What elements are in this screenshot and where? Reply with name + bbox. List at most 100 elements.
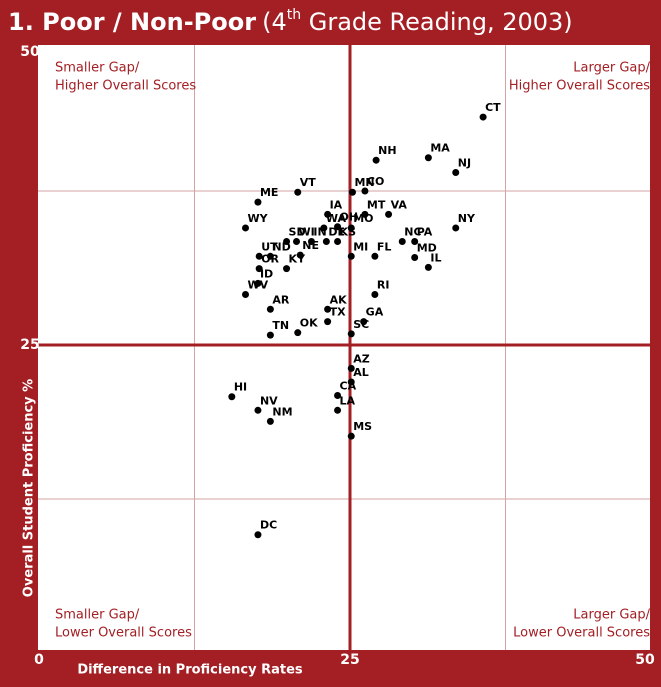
point-label: ND (272, 240, 290, 253)
point-label: NV (260, 394, 278, 407)
point-label: IN (313, 226, 326, 239)
point-label: MD (417, 242, 437, 255)
title-sup: th (287, 7, 301, 23)
point-label: NC (404, 226, 421, 239)
point (411, 238, 419, 246)
point-label: WY (248, 212, 269, 225)
point-label: CO (367, 175, 384, 188)
point (424, 263, 432, 271)
title-bold: 1. Poor / Non-Poor (8, 8, 256, 36)
point-label: IA (330, 198, 343, 211)
point-label: SC (353, 318, 369, 331)
point (372, 156, 380, 164)
point (266, 252, 274, 260)
point (334, 223, 342, 231)
point-label: ME (260, 186, 278, 199)
point-label: TN (272, 319, 289, 332)
point-label: GA (366, 306, 384, 319)
point (360, 318, 368, 326)
point (347, 364, 355, 372)
point-label: AR (272, 293, 290, 306)
point-label: DC (260, 519, 277, 532)
point-label: AK (330, 293, 348, 306)
point (347, 378, 355, 386)
point-label: MO (353, 212, 373, 225)
point-label: KS (340, 226, 357, 239)
quadrant-label: Larger Gap/ (573, 608, 650, 623)
point (242, 290, 250, 298)
point (424, 154, 432, 162)
point-label: PA (417, 226, 433, 239)
quadrant-label: Lower Overall Scores (513, 626, 650, 641)
point (254, 198, 262, 206)
point-label: NE (302, 239, 319, 252)
point (255, 265, 263, 273)
point-label: MA (430, 142, 450, 155)
point (322, 238, 330, 246)
point-label: WV (248, 278, 269, 291)
y-tick-label: 25 (20, 337, 39, 353)
point (324, 305, 332, 313)
point (266, 331, 274, 339)
y-tick-label: 50 (20, 44, 40, 60)
point-label: HI (234, 381, 247, 394)
point (479, 113, 487, 121)
point (371, 252, 379, 260)
quadrant-label: Lower Overall Scores (55, 626, 192, 641)
point-label: DE (328, 226, 345, 239)
point (320, 224, 328, 232)
point-label: MS (353, 420, 372, 433)
y-axis-label: Overall Student Proficiency % (22, 379, 37, 597)
point-label: NH (378, 144, 396, 157)
point (254, 279, 262, 287)
point-label: SD (289, 226, 306, 239)
point (347, 330, 355, 338)
point-label: KY (289, 253, 307, 266)
point (307, 238, 315, 246)
quadrant-label: Smaller Gap/ (55, 608, 140, 623)
point (254, 531, 262, 539)
point (296, 251, 304, 259)
point (452, 224, 460, 232)
point (452, 169, 460, 177)
point (385, 210, 393, 218)
quadrant-label: Larger Gap/ (573, 61, 650, 76)
point-label: MI (353, 240, 368, 253)
point (266, 305, 274, 313)
point-label: OR (261, 253, 279, 266)
point (411, 254, 419, 262)
point-label: UT (261, 240, 278, 253)
point-label: IL (430, 251, 441, 264)
point (347, 224, 355, 232)
point-label: AL (353, 366, 369, 379)
point (347, 432, 355, 440)
point (398, 238, 406, 246)
title-rest: Grade Reading, 2003) (301, 8, 573, 36)
point (361, 187, 369, 195)
point (283, 238, 291, 246)
point-label: WI (299, 226, 315, 239)
point-label: NY (458, 212, 476, 225)
point (294, 329, 302, 337)
point-label: ID (260, 267, 273, 280)
point (348, 188, 356, 196)
point (324, 210, 332, 218)
point (242, 224, 250, 232)
point-label: CA (340, 380, 357, 393)
point (361, 210, 369, 218)
point (334, 238, 342, 246)
point-label: VT (300, 176, 317, 189)
point-label: MT (367, 198, 386, 211)
point-label: RI (377, 278, 390, 291)
point-label: OK (300, 317, 318, 330)
point (294, 188, 302, 196)
point (254, 406, 262, 414)
point-label: CT (485, 101, 501, 114)
x-tick-label: 50 (635, 652, 655, 668)
quadrant-label: Higher Overall Scores (55, 79, 196, 94)
point (371, 290, 379, 298)
point-label: LA (340, 394, 356, 407)
point-label: WA (326, 212, 347, 225)
quadrant-label: Higher Overall Scores (509, 79, 650, 94)
x-tick-label: 25 (340, 652, 359, 668)
